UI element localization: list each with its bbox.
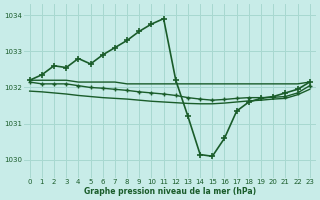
X-axis label: Graphe pression niveau de la mer (hPa): Graphe pression niveau de la mer (hPa) xyxy=(84,187,256,196)
